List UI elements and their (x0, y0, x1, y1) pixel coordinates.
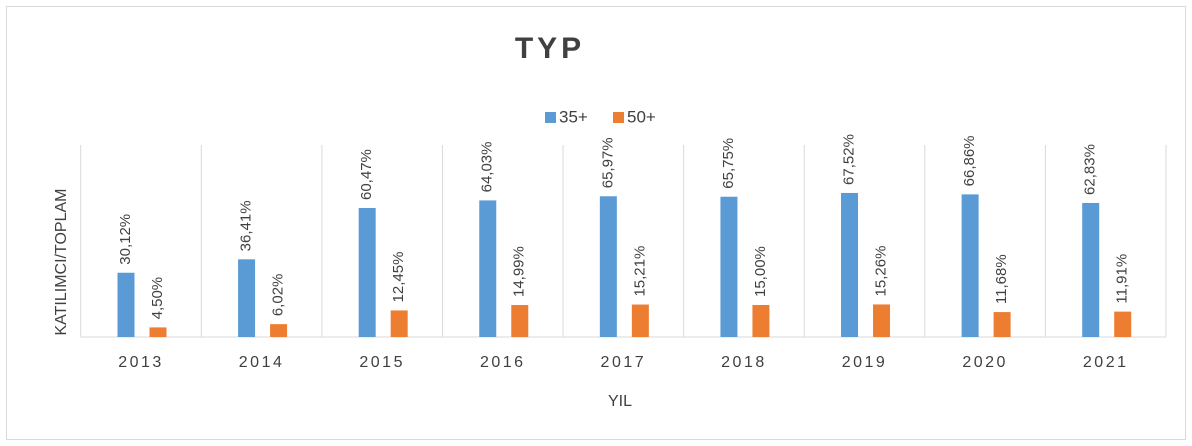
x-tick-label: 2013 (118, 354, 164, 371)
data-label: 4,50% (149, 277, 166, 320)
bar (961, 194, 979, 337)
data-label: 36,41% (238, 200, 255, 251)
x-axis-title: YIL (608, 393, 632, 410)
data-label: 65,97% (599, 137, 616, 188)
bar (390, 310, 408, 337)
bar (599, 196, 617, 337)
data-label: 11,91% (1114, 254, 1131, 304)
x-tick-label: 2021 (1083, 354, 1129, 371)
chart-border (6, 6, 1186, 440)
chart-title: TYP (515, 32, 585, 65)
data-label: 65,75% (720, 138, 737, 189)
x-tick-label: 2018 (721, 354, 767, 371)
x-tick-label: 2019 (842, 354, 888, 371)
x-tick-label: 2014 (239, 354, 285, 371)
data-label: 11,68% (993, 254, 1010, 304)
x-tick-label: 2015 (359, 354, 405, 371)
x-tick-label: 2020 (962, 354, 1008, 371)
bar (873, 304, 891, 337)
legend-swatch (613, 112, 624, 123)
data-label: 30,12% (117, 214, 134, 265)
bar (993, 312, 1011, 337)
bar (1114, 311, 1132, 337)
data-label: 15,26% (872, 246, 889, 297)
data-label: 64,03% (479, 142, 496, 193)
bar (511, 305, 529, 337)
data-label: 15,00% (752, 246, 769, 297)
x-tick-label: 2017 (601, 354, 647, 371)
bar (841, 192, 859, 337)
data-label: 67,52% (840, 134, 857, 185)
x-tick-label: 2016 (480, 354, 526, 371)
data-label: 14,99% (511, 246, 528, 297)
bar (358, 207, 376, 337)
data-label: 12,45% (390, 252, 407, 303)
legend-label: 50+ (627, 107, 656, 126)
bar (149, 327, 167, 337)
bar (720, 196, 738, 337)
bar (479, 200, 497, 337)
legend-label: 35+ (559, 107, 588, 126)
data-label: 15,21% (631, 246, 648, 297)
legend-swatch (545, 112, 556, 123)
data-label: 66,86% (961, 135, 978, 186)
data-label: 62,83% (1082, 144, 1099, 195)
y-axis-title: KATILIMCI/TOPLAM (53, 189, 70, 336)
bar (238, 259, 256, 337)
bar (631, 304, 649, 337)
bar (1082, 202, 1100, 337)
data-label: 6,02% (270, 274, 287, 317)
bar (752, 305, 770, 337)
bar (270, 324, 288, 337)
data-label: 60,47% (358, 149, 375, 200)
bar (117, 272, 135, 337)
